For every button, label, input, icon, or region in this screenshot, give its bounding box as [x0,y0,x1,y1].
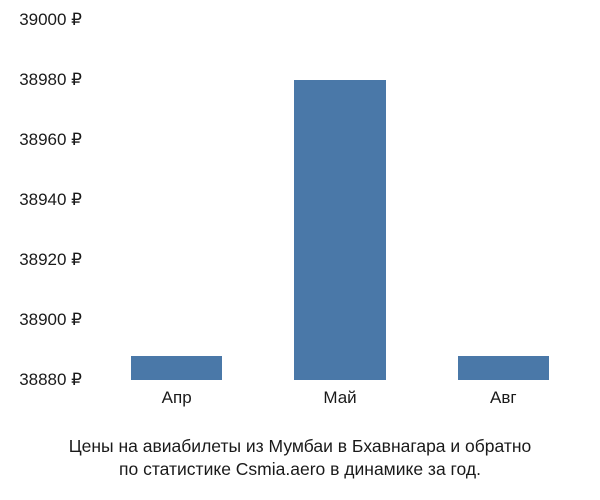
caption-line-2: по статистике Csmia.aero в динамике за г… [20,458,580,482]
x-tick-label: Авг [490,388,517,408]
price-chart: 38880 ₽ 38900 ₽ 38920 ₽ 38940 ₽ 38960 ₽ 38980… [0,0,600,500]
plot-area [95,20,585,380]
x-tick-label: Апр [162,388,192,408]
bar [131,356,222,380]
y-tick-label: 38960 ₽ [19,130,82,150]
bar [294,80,385,380]
chart-caption: Цены на авиабилеты из Мумбаи в Бхавнагар… [0,435,600,482]
y-tick-label: 38980 ₽ [19,70,82,90]
y-tick-label: 38900 ₽ [19,310,82,330]
y-tick-label: 38880 ₽ [19,370,82,390]
bar [458,356,549,380]
y-tick-label: 39000 ₽ [19,10,82,30]
y-tick-label: 38940 ₽ [19,190,82,210]
x-tick-label: Май [323,388,356,408]
y-tick-label: 38920 ₽ [19,250,82,270]
caption-line-1: Цены на авиабилеты из Мумбаи в Бхавнагар… [20,435,580,459]
